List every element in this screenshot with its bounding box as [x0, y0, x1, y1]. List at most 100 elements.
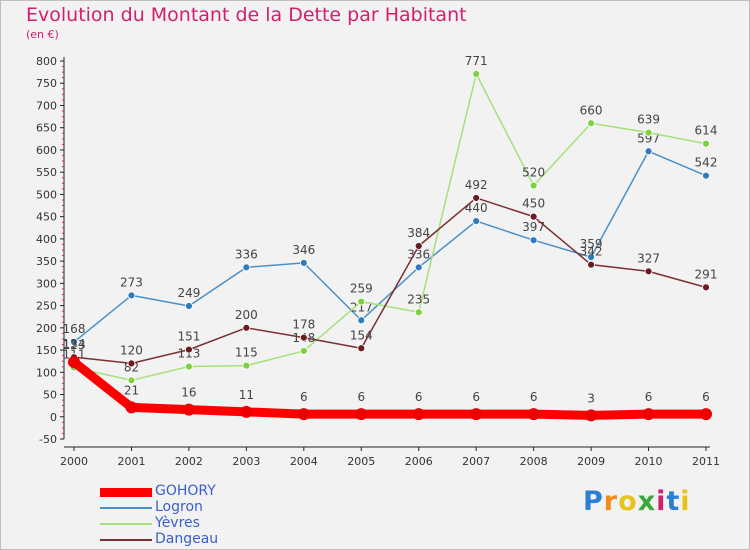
- data-point-dangeau: [472, 194, 481, 202]
- chart-subtitle: (en €): [26, 28, 59, 41]
- data-label-gohory: 6: [645, 390, 653, 404]
- data-point-gohory: [527, 408, 540, 421]
- y-tick-label: 700: [36, 99, 57, 112]
- data-point-y-vres: [414, 308, 423, 317]
- data-label-y-vres: 771: [465, 54, 488, 68]
- data-label-logron: 542: [695, 156, 718, 170]
- data-point-y-vres: [587, 119, 595, 128]
- data-label-gohory: 21: [124, 383, 139, 397]
- data-label-gohory: 6: [702, 390, 710, 404]
- data-point-logron: [644, 147, 653, 156]
- y-tick-label: 650: [36, 122, 57, 135]
- data-point-gohory: [470, 408, 483, 421]
- data-label-gohory: 6: [415, 390, 423, 404]
- data-point-logron: [185, 302, 193, 310]
- data-point-logron: [127, 291, 136, 300]
- data-point-gohory: [355, 408, 368, 421]
- y-tick-label: 450: [36, 211, 57, 224]
- data-label-gohory: 123: [63, 338, 86, 352]
- y-tick-label: -50: [39, 433, 57, 446]
- data-label-dangeau: 120: [120, 343, 143, 357]
- chart-title: Evolution du Montant de la Dette par Hab…: [26, 4, 467, 26]
- y-tick-label: 300: [36, 277, 57, 290]
- x-tick-label: 2003: [232, 455, 260, 468]
- legend-label: Dangeau: [155, 531, 219, 547]
- data-point-dangeau: [414, 242, 423, 250]
- y-tick-label: 250: [36, 300, 57, 313]
- x-tick-label: 2001: [117, 455, 145, 468]
- logo-letter: P: [583, 486, 604, 517]
- data-label-gohory: 11: [239, 388, 254, 402]
- data-label-logron: 597: [637, 131, 660, 145]
- data-point-dangeau: [185, 345, 193, 354]
- series-line-dangeau: [73, 197, 707, 365]
- x-tick-label: 2009: [577, 455, 605, 468]
- x-tick-label: 2007: [462, 455, 490, 468]
- legend-swatch: [100, 523, 152, 525]
- data-label-dangeau: 291: [695, 267, 718, 281]
- data-label-dangeau: 384: [407, 226, 430, 240]
- data-label-dangeau: 154: [350, 328, 373, 342]
- data-label-gohory: 6: [530, 390, 538, 404]
- data-label-y-vres: 235: [407, 292, 430, 306]
- data-label-logron: 249: [177, 286, 200, 300]
- data-label-dangeau: 327: [637, 251, 660, 265]
- data-point-gohory: [700, 408, 712, 421]
- data-point-gohory: [182, 403, 195, 416]
- data-point-logron: [242, 263, 251, 272]
- data-point-dangeau: [529, 212, 538, 221]
- data-point-y-vres: [127, 376, 136, 385]
- logo-letter: o: [618, 486, 638, 517]
- x-tick-label: 2002: [175, 455, 203, 468]
- y-tick-label: 50: [43, 389, 57, 402]
- y-tick-label: 100: [36, 366, 57, 379]
- data-label-dangeau: 342: [580, 245, 603, 259]
- y-tick-label: 0: [50, 411, 57, 424]
- data-point-gohory: [642, 408, 655, 421]
- data-label-gohory: 16: [181, 386, 196, 400]
- data-label-y-vres: 614: [695, 124, 718, 138]
- data-label-y-vres: 639: [637, 113, 660, 127]
- data-point-logron: [702, 171, 710, 180]
- data-label-dangeau: 200: [235, 308, 258, 322]
- data-label-dangeau: 492: [465, 178, 488, 192]
- x-tick-label: 2010: [635, 455, 663, 468]
- data-point-gohory: [412, 408, 425, 421]
- series-line-y-vres: [73, 73, 707, 382]
- legend-label: GOHORY: [155, 483, 216, 499]
- data-point-y-vres: [702, 139, 710, 148]
- x-tick-label: 2005: [347, 455, 375, 468]
- data-point-dangeau: [242, 323, 251, 332]
- legend-label: Logron: [155, 499, 203, 515]
- legend-swatch: [100, 487, 152, 497]
- data-point-gohory: [125, 401, 138, 414]
- proxiti-logo: Proxiti: [583, 486, 691, 517]
- x-tick-label: 2006: [405, 455, 433, 468]
- data-point-logron: [357, 316, 366, 325]
- data-label-logron: 168: [63, 322, 86, 336]
- y-tick-label: 800: [36, 55, 57, 68]
- data-point-y-vres: [357, 297, 366, 306]
- data-label-dangeau: 134: [63, 337, 86, 351]
- series-line-gohory: [69, 357, 711, 420]
- x-tick-label: 2000: [60, 455, 88, 468]
- data-point-dangeau: [127, 359, 136, 368]
- logo-letter: i: [656, 486, 667, 517]
- data-label-y-vres: 520: [522, 166, 545, 180]
- logo-letter: t: [666, 486, 681, 517]
- data-label-gohory: 6: [300, 390, 308, 404]
- data-label-logron: 440: [465, 201, 488, 215]
- data-point-gohory: [240, 405, 253, 418]
- data-point-gohory: [297, 408, 310, 421]
- data-label-y-vres: 660: [580, 103, 603, 117]
- logo-letter: x: [637, 486, 657, 517]
- data-point-y-vres: [644, 128, 653, 137]
- legend-swatch: [100, 507, 152, 509]
- data-label-y-vres: 115: [235, 346, 258, 360]
- data-label-dangeau: 178: [292, 318, 315, 332]
- y-tick-label: 750: [36, 77, 57, 90]
- data-label-dangeau: 450: [522, 197, 545, 211]
- data-label-logron: 217: [350, 300, 373, 314]
- data-point-dangeau: [702, 283, 710, 292]
